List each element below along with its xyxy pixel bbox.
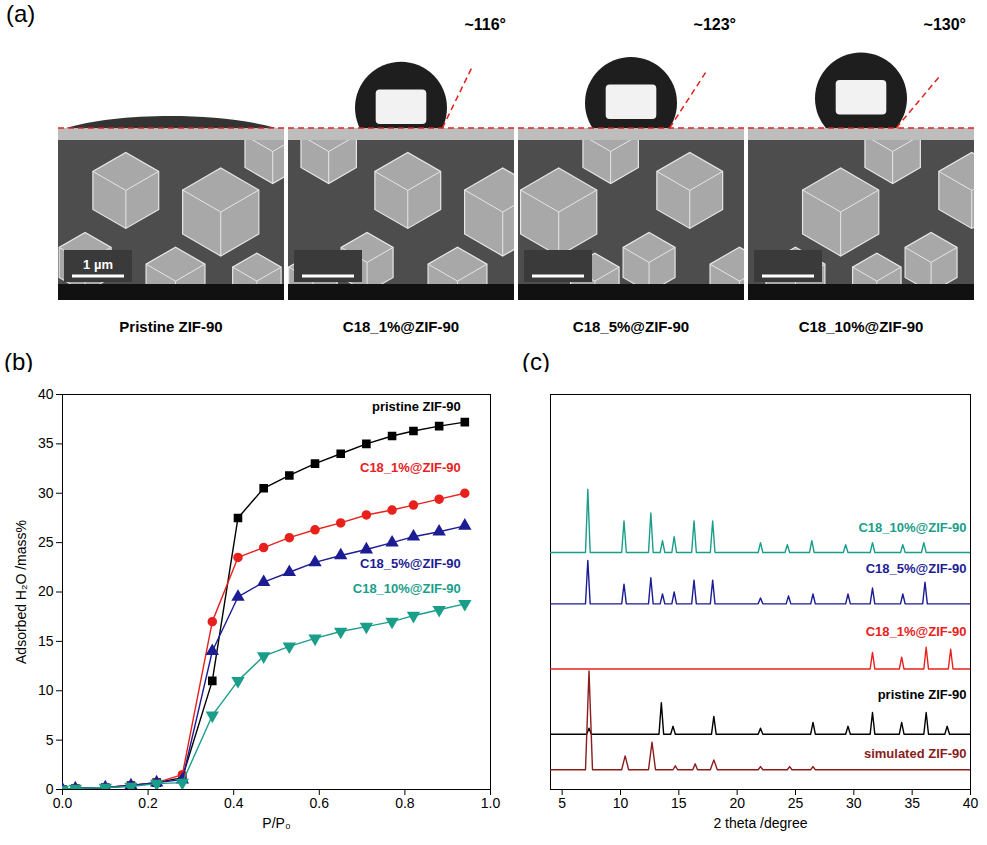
svg-text:Pristine ZIF-90: Pristine ZIF-90 [119, 318, 222, 335]
svg-text:1 µm: 1 µm [83, 257, 113, 272]
svg-text:0: 0 [45, 781, 54, 797]
svg-text:1.0: 1.0 [481, 795, 501, 811]
html-text:(b): (b) [4, 348, 34, 375]
svg-text:~130°: ~130° [924, 16, 966, 33]
svg-text:5: 5 [558, 795, 566, 811]
svg-text:C18_10%@ZIF-90: C18_10%@ZIF-90 [353, 581, 461, 596]
svg-text:0.4: 0.4 [224, 795, 244, 811]
svg-text:0.6: 0.6 [310, 795, 330, 811]
svg-text:C18_5%@ZIF-90: C18_5%@ZIF-90 [573, 318, 689, 335]
svg-text:25: 25 [788, 795, 804, 811]
svg-text:pristine ZIF-90: pristine ZIF-90 [878, 687, 967, 702]
svg-text:0.8: 0.8 [395, 795, 415, 811]
svg-text:25: 25 [38, 534, 54, 550]
svg-text:P/P₀: P/P₀ [262, 815, 291, 831]
svg-text:15: 15 [38, 633, 54, 649]
svg-text:C18_10%@ZIF-90: C18_10%@ZIF-90 [799, 318, 924, 335]
svg-text:C18_5%@ZIF-90: C18_5%@ZIF-90 [866, 561, 967, 576]
svg-text:30: 30 [846, 795, 862, 811]
svg-text:5: 5 [46, 732, 54, 748]
svg-text:~123°: ~123° [694, 16, 736, 33]
svg-text:C18_1%@ZIF-90: C18_1%@ZIF-90 [343, 318, 459, 335]
svg-text:40: 40 [963, 795, 979, 811]
svg-text:35: 35 [904, 795, 920, 811]
svg-text:~116°: ~116° [464, 16, 506, 33]
svg-text:10: 10 [38, 682, 54, 698]
html-text:(a): (a) [6, 0, 36, 27]
html-text:(c): (c) [522, 348, 550, 375]
svg-text:Adsorbed H₂O /mass%: Adsorbed H₂O /mass% [13, 520, 29, 664]
svg-text:pristine ZIF-90: pristine ZIF-90 [372, 399, 461, 414]
svg-text:simulated ZIF-90: simulated ZIF-90 [864, 746, 967, 761]
svg-text:20: 20 [729, 795, 745, 811]
svg-text:C18_1%@ZIF-90: C18_1%@ZIF-90 [360, 460, 461, 475]
svg-text:0.0: 0.0 [53, 795, 73, 811]
svg-text:40: 40 [38, 386, 54, 402]
svg-text:C18_10%@ZIF-90: C18_10%@ZIF-90 [858, 520, 966, 535]
svg-text:20: 20 [38, 583, 54, 599]
svg-text:15: 15 [671, 795, 687, 811]
svg-text:2 theta /degree: 2 theta /degree [713, 815, 807, 831]
svg-text:C18_1%@ZIF-90: C18_1%@ZIF-90 [866, 624, 967, 639]
svg-text:35: 35 [38, 435, 54, 451]
svg-text:0.2: 0.2 [138, 795, 158, 811]
svg-text:C18_5%@ZIF-90: C18_5%@ZIF-90 [360, 556, 461, 571]
svg-text:30: 30 [38, 485, 54, 501]
svg-text:10: 10 [613, 795, 629, 811]
